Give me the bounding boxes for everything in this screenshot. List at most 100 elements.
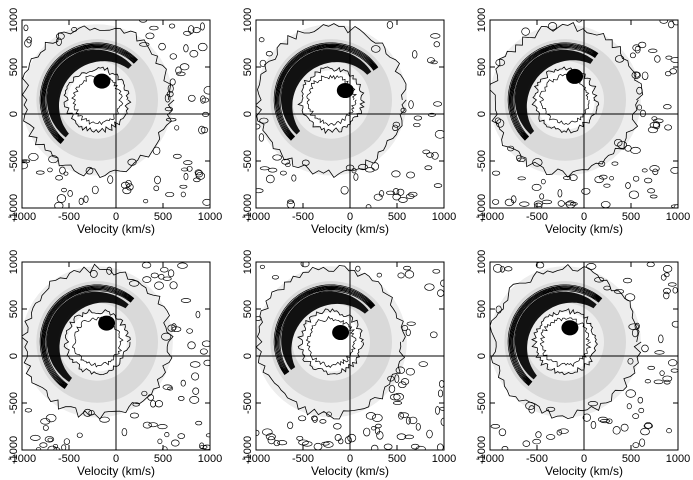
noise-contour — [663, 287, 671, 295]
noise-contour — [301, 441, 313, 447]
noise-contour — [374, 427, 381, 435]
inner-contour — [297, 308, 365, 376]
y-tick-label: 1000 — [8, 250, 20, 274]
x-tick-label: -1000 — [476, 453, 504, 465]
noise-contour — [632, 175, 640, 182]
noise-contour — [192, 27, 201, 34]
noise-contour — [150, 272, 159, 279]
noise-contour — [177, 262, 188, 269]
emission-arc — [281, 291, 369, 370]
noise-contour — [387, 375, 395, 382]
noise-contour — [629, 52, 636, 59]
noise-contour — [668, 359, 678, 367]
noise-contour — [281, 158, 291, 165]
noise-contour — [150, 400, 157, 408]
noise-contour — [565, 201, 574, 206]
arc-contour — [41, 286, 133, 388]
noise-contour — [611, 161, 619, 166]
noise-contour — [636, 86, 643, 95]
noise-contour — [649, 121, 660, 129]
noise-contour — [54, 201, 64, 208]
noise-contour — [624, 293, 636, 302]
noise-contour — [125, 179, 132, 188]
noise-contour — [581, 187, 591, 195]
noise-contour — [365, 204, 372, 208]
noise-contour — [259, 59, 267, 67]
noise-contour — [177, 433, 186, 439]
x-tick-label: 0 — [581, 453, 587, 465]
noise-contour — [603, 285, 611, 291]
noise-contour — [323, 441, 334, 448]
plot-area — [256, 262, 444, 450]
noise-contour — [662, 265, 673, 273]
noise-contour — [169, 78, 176, 86]
noise-contour — [56, 194, 67, 203]
noise-contour — [191, 372, 200, 381]
noise-contour — [259, 117, 269, 124]
x-tick-label: 0 — [347, 211, 353, 223]
noise-contour — [298, 415, 307, 422]
noise-contour — [406, 321, 416, 326]
noise-contour — [169, 53, 177, 60]
noise-contour — [662, 375, 673, 382]
noise-contour — [393, 392, 404, 401]
noise-contour — [153, 185, 160, 192]
noise-contour — [532, 438, 541, 445]
noise-contour — [160, 267, 169, 273]
noise-contour — [106, 266, 113, 275]
noise-contour — [404, 270, 415, 279]
noise-contour — [413, 122, 421, 128]
inner-contour — [71, 75, 124, 126]
noise-contour — [338, 438, 344, 445]
noise-contour — [158, 42, 166, 51]
noise-contour — [192, 387, 200, 395]
noise-contour — [121, 428, 128, 437]
emission-arc — [46, 49, 132, 138]
x-tick-label: 500 — [154, 211, 172, 223]
noise-contour — [647, 126, 659, 134]
noise-contour — [501, 446, 509, 450]
noise-contour — [598, 160, 606, 167]
outer-contour — [256, 23, 407, 178]
noise-contour — [415, 423, 421, 431]
y-tick-label: 1000 — [8, 8, 20, 32]
noise-contour — [189, 361, 201, 368]
noise-contour — [582, 413, 591, 422]
noise-contour — [631, 328, 639, 338]
noise-contour — [154, 400, 164, 408]
noise-contour — [179, 184, 188, 189]
panel-top-middle: -1000 -500 0 500 1000 -1000 -500 0 500 1000 Veloci… — [242, 8, 456, 236]
noise-contour — [435, 406, 440, 415]
noise-contour — [540, 178, 546, 185]
x-tick-label: 0 — [113, 211, 119, 223]
outer-contour — [490, 264, 642, 420]
noise-contour — [639, 438, 646, 447]
noise-contour — [531, 183, 542, 191]
noise-contour — [83, 408, 93, 417]
noise-contour — [498, 428, 507, 437]
y-tick-label: 1000 — [476, 8, 488, 32]
noise-contour — [400, 107, 407, 114]
y-tick-label: 1000 — [242, 250, 254, 274]
noise-contour — [267, 167, 278, 173]
noise-contour — [603, 183, 611, 188]
outer-contour — [490, 22, 644, 178]
noise-contour — [39, 442, 48, 448]
noise-contour — [634, 45, 641, 54]
noise-contour — [189, 396, 200, 404]
noise-contour — [663, 379, 671, 385]
noise-contour — [120, 181, 130, 189]
noise-contour — [599, 418, 611, 424]
noise-contour — [175, 66, 182, 75]
y-tick-label: -500 — [242, 392, 254, 414]
noise-contour — [91, 185, 99, 195]
noise-contour — [663, 104, 672, 110]
inner-contour — [306, 74, 358, 127]
noise-contour — [326, 411, 332, 417]
noise-contour — [195, 170, 204, 178]
noise-contour — [99, 416, 110, 423]
noise-contour — [557, 200, 565, 207]
noise-contour — [626, 403, 632, 410]
noise-contour — [644, 379, 651, 384]
